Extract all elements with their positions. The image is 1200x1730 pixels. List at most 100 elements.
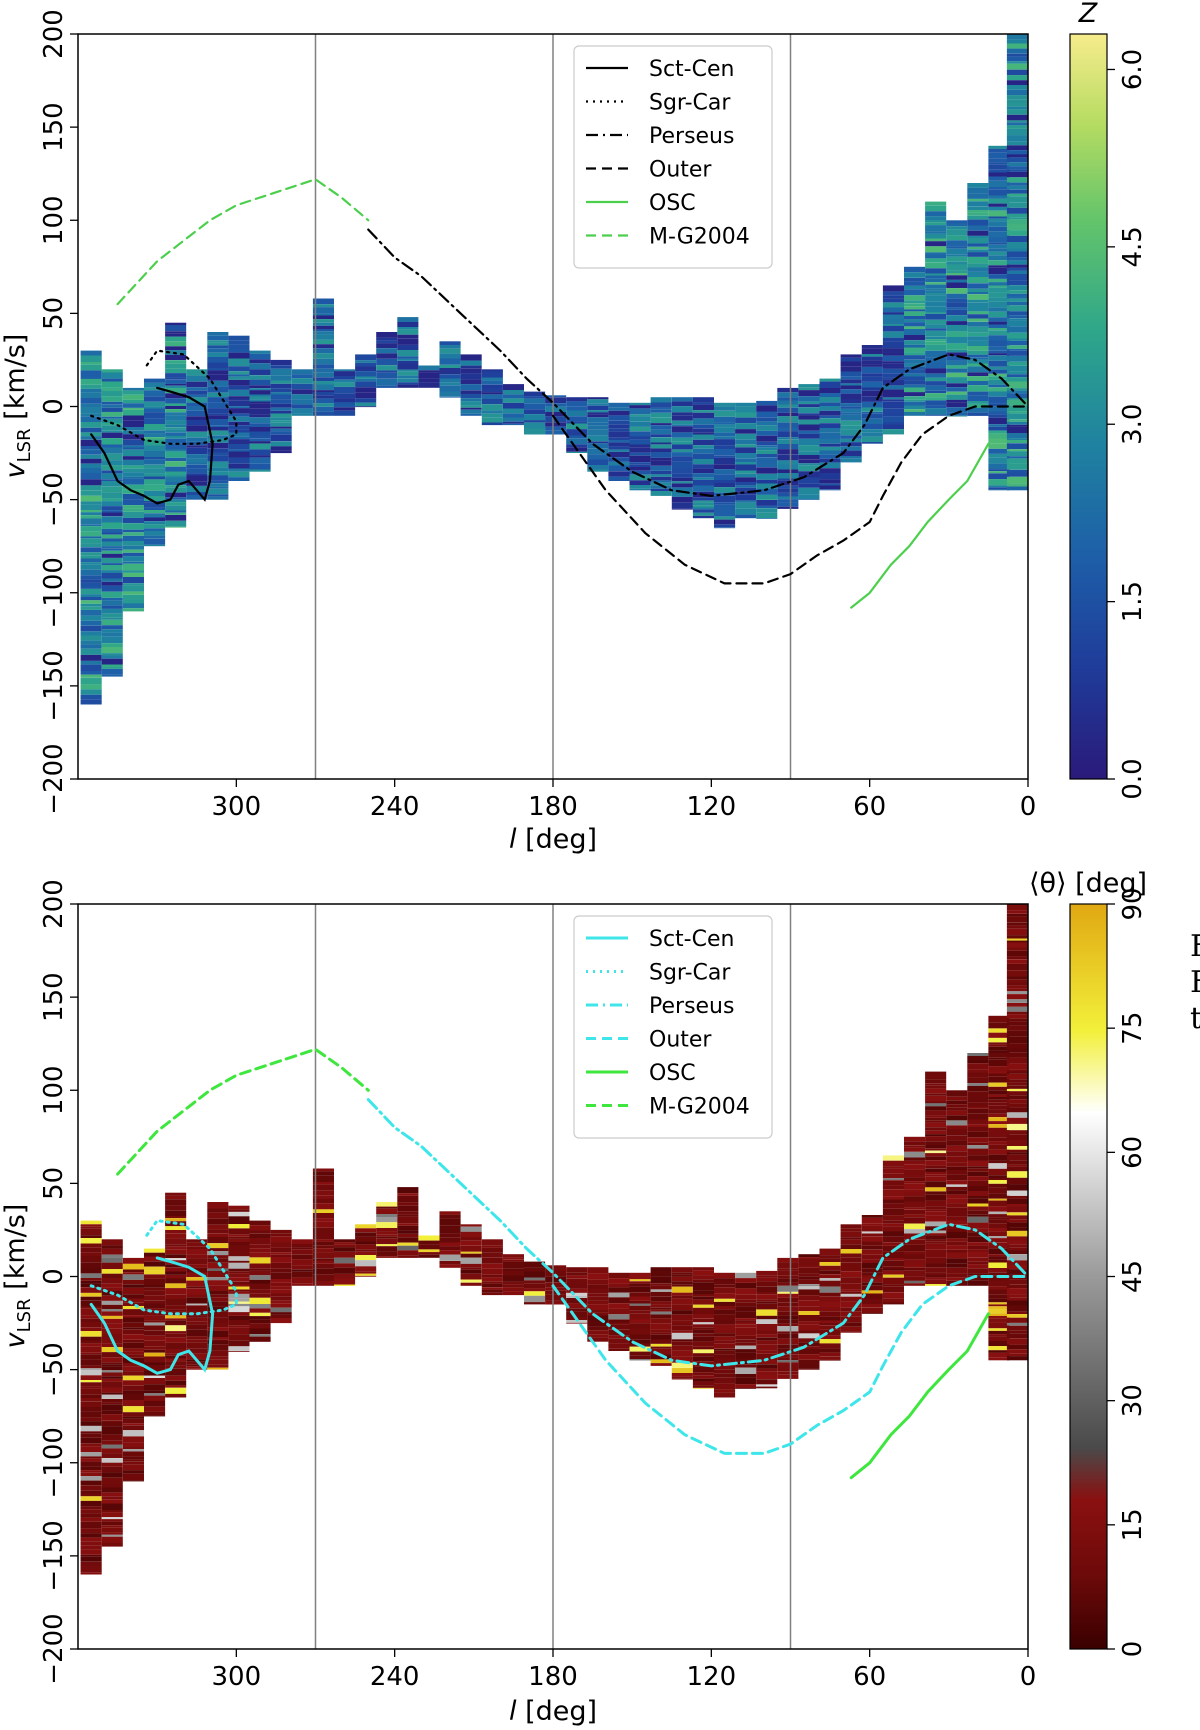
heatmap-cell xyxy=(1006,1230,1028,1237)
heatmap-cell xyxy=(207,483,229,487)
heatmap-cell xyxy=(80,1496,102,1501)
heatmap-cell xyxy=(144,524,166,529)
heatmap-cell xyxy=(882,1199,904,1204)
heatmap-cell xyxy=(692,468,714,474)
heatmap-cell xyxy=(355,1228,377,1233)
heatmap-cell xyxy=(186,1326,208,1330)
heatmap-cell xyxy=(122,494,144,500)
heatmap-cell xyxy=(988,216,1010,219)
heatmap-cell xyxy=(101,1315,123,1319)
heatmap-cell xyxy=(650,1283,672,1286)
heatmap-cell xyxy=(1006,1317,1028,1323)
heatmap-cell xyxy=(1006,1130,1028,1135)
heatmap-cell xyxy=(967,1142,989,1145)
heatmap-cell xyxy=(249,1334,271,1337)
heatmap-cell xyxy=(988,285,1010,288)
heatmap-column xyxy=(904,1136,926,1286)
heatmap-cell xyxy=(249,399,271,402)
heatmap-cell xyxy=(587,1312,609,1316)
heatmap-cell xyxy=(735,473,757,478)
heatmap-cell xyxy=(122,1263,144,1270)
heatmap-cell xyxy=(228,340,250,345)
heatmap-cell xyxy=(925,330,947,337)
heatmap-cell xyxy=(397,327,419,330)
heatmap-column xyxy=(481,369,503,426)
heatmap-cell xyxy=(1006,922,1028,926)
heatmap-cell xyxy=(882,361,904,364)
heatmap-cell xyxy=(629,485,651,489)
heatmap-cell xyxy=(144,490,166,496)
heatmap-cell xyxy=(629,1305,651,1311)
heatmap-cell xyxy=(186,1254,208,1259)
heatmap-cell xyxy=(650,442,672,445)
heatmap-cell xyxy=(144,1300,166,1304)
heatmap-cell xyxy=(925,1267,947,1273)
heatmap-cell xyxy=(312,395,334,399)
heatmap-cell xyxy=(988,242,1010,245)
heatmap-cell xyxy=(312,344,334,349)
heatmap-cell xyxy=(481,404,503,411)
heatmap-cell xyxy=(861,1223,883,1226)
heatmap-cell xyxy=(355,402,377,407)
heatmap-cell xyxy=(460,1279,482,1283)
heatmap-cell xyxy=(798,401,820,405)
heatmap-cell xyxy=(228,389,250,397)
heatmap-cell xyxy=(249,1270,271,1276)
heatmap-cell xyxy=(80,1388,102,1395)
heatmap-cell xyxy=(249,1238,271,1245)
heatmap-cell xyxy=(608,1314,630,1320)
heatmap-cell xyxy=(291,1271,313,1278)
heatmap-cell xyxy=(988,1231,1010,1236)
heatmap-cell xyxy=(101,558,123,564)
heatmap-cell xyxy=(334,398,356,402)
heatmap-cell xyxy=(101,550,123,554)
heatmap-cell xyxy=(270,417,292,420)
y-tick-label: −150 xyxy=(39,650,69,721)
heatmap-cell xyxy=(122,583,144,586)
heatmap-cell xyxy=(144,1395,166,1401)
heatmap-cell xyxy=(249,469,271,472)
heatmap-cell xyxy=(904,1207,926,1210)
heatmap-cell xyxy=(80,1485,102,1491)
heatmap-cell xyxy=(80,463,102,468)
heatmap-cell xyxy=(904,1265,926,1268)
heatmap-cell xyxy=(840,366,862,372)
heatmap-cell xyxy=(80,1365,102,1369)
heatmap-cell xyxy=(376,1256,398,1258)
heatmap-cell xyxy=(101,563,123,565)
heatmap-cell xyxy=(840,383,862,386)
heatmap-cell xyxy=(756,1277,778,1282)
heatmap-cell xyxy=(861,1313,883,1314)
heatmap-cell xyxy=(122,1342,144,1349)
heatmap-cell xyxy=(249,1293,271,1298)
heatmap-cell xyxy=(692,439,714,446)
heatmap-cell xyxy=(80,1431,102,1434)
heatmap-cell xyxy=(80,1417,102,1422)
heatmap-cell xyxy=(418,365,440,371)
heatmap-cell xyxy=(714,504,736,510)
heatmap-cell xyxy=(186,1339,208,1343)
heatmap-cell xyxy=(629,455,651,463)
heatmap-cell xyxy=(840,393,862,400)
heatmap-cell xyxy=(249,455,271,458)
heatmap-cell xyxy=(460,1237,482,1241)
heatmap-cell xyxy=(1006,1247,1028,1251)
heatmap-cell xyxy=(925,231,947,234)
heatmap-cell xyxy=(1006,1250,1028,1255)
heatmap-cell xyxy=(756,489,778,495)
heatmap-cell xyxy=(165,1238,187,1245)
heatmap-cell xyxy=(925,1249,947,1256)
heatmap-cell xyxy=(249,435,271,439)
heatmap-cell xyxy=(502,1281,524,1285)
heatmap-cell xyxy=(376,1214,398,1217)
heatmap-cell xyxy=(988,1037,1010,1043)
heatmap-cell xyxy=(207,419,229,426)
heatmap-cell xyxy=(228,432,250,437)
heatmap-cell xyxy=(967,1131,989,1138)
heatmap-column xyxy=(144,1248,166,1417)
heatmap-cell xyxy=(1006,285,1028,291)
heatmap-cell xyxy=(1006,1149,1028,1153)
heatmap-cell xyxy=(925,1130,947,1135)
heatmap-cell xyxy=(207,1202,229,1209)
heatmap-cell xyxy=(967,1242,989,1246)
